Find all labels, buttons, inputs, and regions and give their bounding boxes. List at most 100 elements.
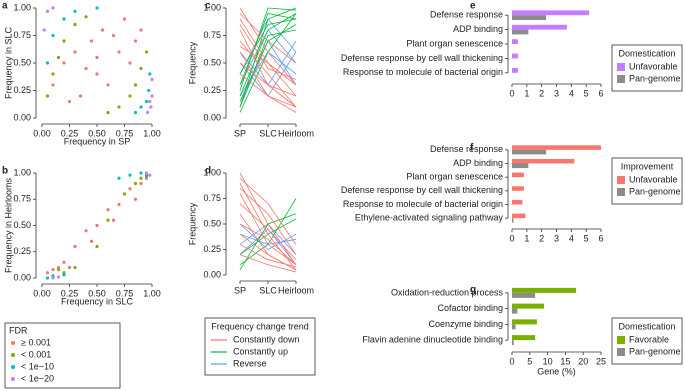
point	[133, 110, 138, 115]
x-tick-label: SLC	[259, 285, 277, 295]
y-tick-label: 0.50	[203, 57, 221, 67]
category-label: Oxidation-reduction process	[391, 287, 504, 297]
legend-label: < 1e−10	[21, 361, 54, 371]
point	[95, 55, 99, 60]
bar	[512, 158, 575, 164]
point	[95, 244, 99, 249]
point	[148, 99, 152, 104]
x-tick-label: 15	[560, 356, 570, 366]
y-tick-label: 1.00	[13, 2, 31, 12]
legend-swatch	[617, 336, 625, 344]
point	[73, 50, 77, 54]
point	[84, 15, 88, 19]
bar	[512, 199, 523, 205]
trend-line	[239, 13, 297, 86]
point	[73, 9, 77, 13]
y-tick-label: 0.00	[13, 112, 31, 122]
bar	[512, 10, 590, 16]
bar	[512, 53, 518, 59]
panel-label: c	[205, 1, 211, 12]
legend-label: < 1e−20	[21, 373, 54, 383]
point	[128, 173, 132, 177]
point	[45, 61, 50, 65]
point	[148, 72, 152, 76]
y-tick-label: 0.75	[13, 194, 31, 204]
legend-box	[4, 322, 121, 389]
point	[51, 6, 55, 10]
point	[139, 66, 143, 71]
x-tick-label: 1.00	[143, 288, 161, 298]
point	[106, 83, 110, 87]
y-axis-title: Frequency	[187, 202, 197, 245]
x-tick-label: 20	[578, 356, 588, 366]
point	[45, 94, 50, 98]
point	[62, 260, 66, 264]
legend-label: Reverse	[233, 358, 267, 368]
point	[139, 181, 143, 186]
point	[67, 99, 72, 104]
point	[62, 61, 66, 65]
bar	[512, 145, 601, 150]
x-tick-label: 1.00	[143, 128, 161, 138]
point	[147, 88, 151, 93]
x-tick-label: 5	[527, 356, 532, 366]
point	[51, 33, 55, 38]
trend-line	[239, 29, 297, 108]
bar	[512, 29, 529, 35]
legend-box	[611, 44, 683, 92]
trend-line	[239, 254, 297, 273]
point	[78, 94, 83, 98]
point	[100, 28, 105, 32]
bar	[512, 287, 577, 293]
y-tick-label: 0.25	[203, 244, 221, 254]
bar	[512, 324, 516, 330]
trend-line	[239, 193, 297, 266]
bar	[512, 15, 547, 20]
y-tick-label: 1.00	[203, 167, 221, 177]
y-tick-label: 0.00	[203, 269, 221, 279]
point	[62, 17, 66, 21]
x-tick-label: 0.00	[33, 128, 51, 138]
x-axis-title: Frequency in SLC	[61, 296, 134, 306]
point	[45, 271, 50, 275]
bar	[512, 303, 545, 309]
panel-label: e	[470, 1, 476, 12]
point	[128, 61, 132, 65]
x-tick-label: 3	[554, 88, 559, 98]
point	[117, 202, 121, 207]
point	[89, 239, 94, 243]
x-tick-label: 0.00	[33, 288, 51, 298]
category-label: Cofactor binding	[437, 303, 503, 313]
point	[117, 176, 121, 180]
trend-line	[239, 18, 297, 75]
bar	[512, 163, 529, 169]
bar	[512, 340, 514, 346]
point	[95, 6, 99, 10]
bar	[512, 308, 518, 314]
point	[117, 50, 121, 54]
point	[45, 9, 50, 13]
legend-label: Pan-genome	[629, 73, 681, 83]
trend-line	[239, 188, 297, 255]
x-tick-label: 0.50	[88, 288, 106, 298]
bar	[512, 172, 524, 178]
y-tick-label: 0.00	[13, 272, 31, 282]
bar	[512, 186, 524, 191]
legend-label: Favorable	[629, 334, 669, 344]
trend-line	[239, 7, 297, 91]
y-tick-label: 0.75	[203, 193, 221, 203]
legend-title: Domestication	[618, 321, 675, 331]
point	[149, 105, 153, 109]
bar	[512, 39, 518, 44]
trend-line	[239, 223, 297, 266]
trend-line	[239, 46, 297, 86]
point	[139, 28, 143, 32]
bar	[512, 24, 567, 30]
legend-title: Improvement	[621, 161, 674, 171]
y-tick-label: 0.75	[13, 30, 31, 40]
trend-line	[239, 223, 297, 250]
bar	[512, 68, 518, 73]
x-tick-label: 10	[543, 356, 553, 366]
x-tick-label: 25	[596, 356, 606, 366]
